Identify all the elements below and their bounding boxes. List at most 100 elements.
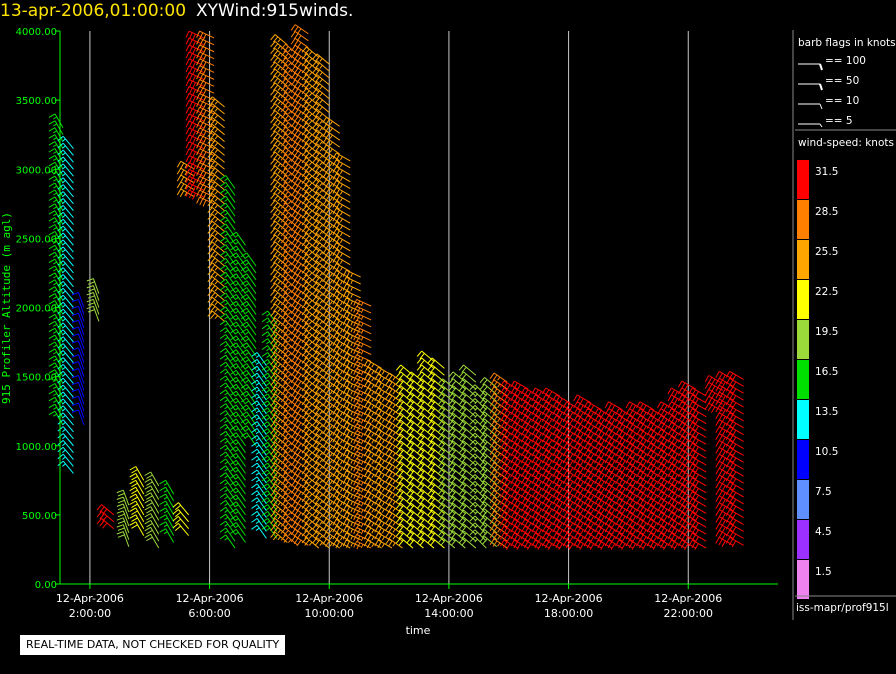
- wind-barb: [240, 390, 257, 405]
- barb-feather: [270, 151, 276, 158]
- barb-feather: [210, 202, 216, 209]
- barb-feather: [255, 368, 260, 372]
- barb-feather: [319, 320, 323, 325]
- wind-barb: [48, 189, 64, 205]
- barb-feather: [192, 109, 196, 117]
- barb-feather: [234, 428, 239, 432]
- barb-feather: [219, 423, 227, 429]
- barb-feather: [261, 358, 268, 364]
- barb-feather: [288, 152, 292, 156]
- barb-feather: [219, 313, 227, 319]
- barb-feather: [188, 170, 193, 178]
- barb-feather: [207, 207, 213, 214]
- wind-barb: [207, 137, 225, 149]
- barb-feather: [240, 342, 248, 348]
- barb-feather: [210, 140, 216, 147]
- barb-feather: [288, 352, 292, 357]
- wind-barb: [48, 307, 64, 322]
- barb-staff: [62, 426, 74, 440]
- barb-feather: [219, 396, 227, 402]
- barb-feather: [48, 396, 56, 402]
- wind-barb: [71, 298, 85, 315]
- barb-staff: [92, 306, 100, 322]
- barb-feather: [266, 458, 270, 462]
- barb-feather: [48, 286, 56, 291]
- barb-feather: [277, 446, 281, 451]
- barb-feather: [308, 106, 313, 111]
- barb-feather: [371, 494, 375, 499]
- barb-feather: [196, 106, 201, 114]
- barb-feather: [339, 218, 343, 223]
- wind-barb: [144, 526, 160, 542]
- barb-feather: [199, 101, 204, 109]
- barb-staff: [267, 331, 278, 346]
- barb-feather: [234, 289, 239, 294]
- barb-feather: [245, 345, 250, 349]
- barb-feather: [202, 103, 207, 110]
- wind-barb: [332, 311, 351, 321]
- barb-feather: [251, 365, 258, 371]
- barb-feather: [288, 131, 292, 136]
- barb-feather: [266, 520, 270, 524]
- barb-feather: [296, 270, 302, 277]
- wind-barb: [230, 231, 246, 246]
- barb-feather: [53, 199, 58, 203]
- barb-staff: [225, 348, 236, 362]
- barb-feather: [296, 194, 302, 201]
- barb-feather: [266, 382, 270, 386]
- barb-feather: [266, 527, 270, 531]
- barb-feather: [261, 352, 268, 357]
- wind-barb: [363, 491, 382, 501]
- barb-staff: [235, 384, 246, 398]
- barb-feather: [53, 206, 58, 210]
- wind-barb: [332, 339, 351, 349]
- barb-feather: [270, 48, 276, 55]
- wind-barb: [332, 283, 351, 293]
- barb-feather: [277, 363, 281, 368]
- barb-feather: [371, 439, 375, 444]
- barb-feather: [251, 372, 258, 378]
- barb-staff: [54, 334, 64, 350]
- barb-staff: [225, 458, 236, 473]
- barb-feather: [53, 247, 58, 251]
- barb-feather: [312, 412, 318, 420]
- barb-staff: [150, 520, 160, 535]
- barb-feather: [371, 508, 375, 513]
- barb-feather: [360, 322, 364, 327]
- barb-feather: [350, 411, 353, 416]
- barb-feather: [224, 233, 229, 237]
- barb-feather: [381, 522, 385, 527]
- barb-feather: [224, 364, 229, 368]
- barb-feather: [199, 170, 204, 178]
- barb-feather: [255, 500, 260, 504]
- barb-feather: [53, 372, 58, 376]
- barb-feather: [371, 460, 375, 465]
- barb-feather: [277, 94, 281, 98]
- barb-feather: [277, 315, 281, 319]
- barb-feather: [329, 279, 333, 284]
- barb-staff: [62, 281, 74, 294]
- barb-feather: [319, 203, 323, 207]
- barb-feather: [117, 520, 125, 524]
- barb-feather: [288, 518, 292, 523]
- barb-staff: [235, 294, 246, 308]
- barb-feather: [272, 506, 279, 513]
- barb-feather: [392, 397, 396, 402]
- barb-feather: [230, 508, 237, 514]
- barb-staff: [135, 514, 145, 529]
- barb-feather: [146, 481, 153, 486]
- wind-barb: [251, 469, 267, 484]
- barb-feather: [329, 459, 333, 464]
- barb-feather: [224, 350, 229, 354]
- barb-feather: [270, 511, 276, 518]
- barb-feather: [360, 426, 364, 431]
- barb-feather: [308, 92, 313, 97]
- barb-feather: [99, 513, 105, 520]
- wind-barb: [261, 310, 278, 325]
- barb-staff: [225, 265, 236, 279]
- barb-feather: [371, 453, 375, 458]
- barb-feather: [312, 157, 318, 164]
- wind-barb: [374, 415, 393, 425]
- barb-feather: [270, 137, 276, 144]
- wind-barb: [71, 354, 85, 370]
